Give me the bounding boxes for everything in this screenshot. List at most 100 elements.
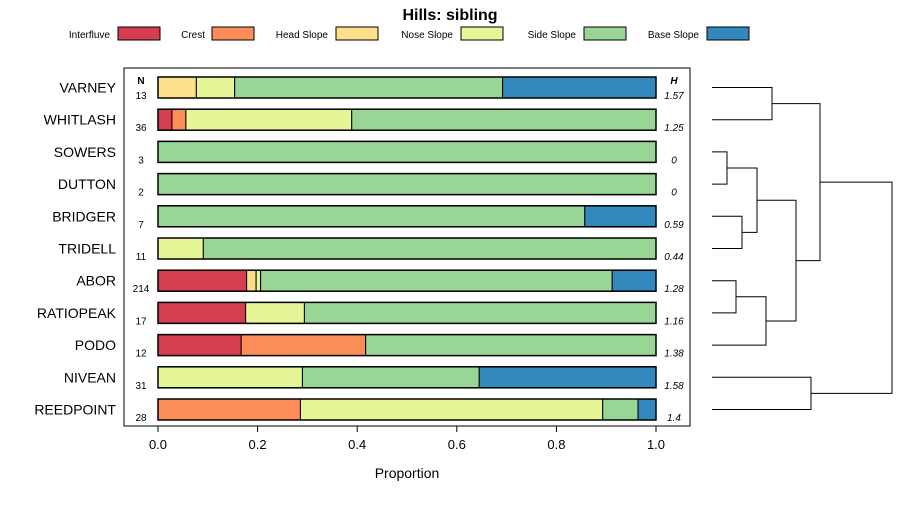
row-label: REEDPOINT [34, 402, 116, 418]
x-tick-label: 0.2 [249, 437, 267, 452]
bar-outline [157, 237, 657, 260]
bar-segment-side-slope [202, 237, 657, 260]
row-n-value: 214 [133, 284, 150, 295]
row-h-value: 1.16 [664, 316, 684, 327]
bar-outline [157, 205, 657, 228]
row-label: VARNEY [59, 80, 116, 96]
legend-label-2: Head Slope [276, 30, 329, 41]
row-label: NIVEAN [64, 369, 116, 385]
bar-segment-base-slope [478, 366, 657, 389]
n-column-header: N [137, 76, 144, 87]
row-n-value: 17 [135, 316, 147, 327]
bar-segment-crest [157, 398, 301, 421]
bar-segment-interfluve [157, 334, 242, 357]
dendrogram-branch [811, 181, 893, 394]
bar-segment-side-slope [260, 269, 613, 292]
legend-swatch-4 [583, 26, 627, 41]
bar-segment-base-slope [584, 205, 657, 228]
dendrogram-branch [712, 87, 773, 121]
legend-swatch-5 [706, 26, 750, 41]
bar-outline [157, 140, 657, 164]
dendrogram-branch [712, 376, 812, 410]
legend-label-0: Interfluve [69, 30, 111, 41]
bar-outline [157, 108, 657, 131]
row-n-value: 11 [136, 252, 147, 263]
bar-segment-nose-slope [157, 366, 303, 389]
row-label: BRIDGER [52, 208, 116, 224]
row-n-value: 2 [138, 188, 144, 199]
bar-segment-side-slope [157, 173, 657, 196]
legend-label-3: Nose Slope [401, 30, 453, 41]
legend-label-4: Side Slope [528, 30, 577, 41]
bar-segment-side-slope [303, 301, 657, 324]
legend-swatch-1 [211, 26, 255, 41]
row-label: DUTTON [58, 176, 116, 192]
bar-segment-base-slope [502, 76, 657, 99]
bar-segment-side-slope [602, 398, 639, 421]
bar-segment-nose-slope [245, 301, 305, 324]
bar-segment-crest [240, 334, 367, 357]
bar-outline [157, 172, 657, 196]
bar-segment-nose-slope [157, 237, 204, 260]
bar-segment-side-slope [157, 205, 586, 228]
bar-segment-side-slope [157, 140, 657, 163]
x-tick-label: 0.4 [348, 437, 366, 452]
bar-segment-nose-slope [299, 398, 604, 421]
row-h-value: 1.58 [664, 381, 684, 392]
row-n-value: 36 [135, 123, 147, 134]
row-n-value: 28 [135, 413, 147, 424]
dendrogram-branch [712, 215, 743, 249]
bar-segment-crest [171, 108, 187, 131]
bar-segment-side-slope [301, 366, 480, 389]
bar-outline [157, 366, 657, 389]
legend-swatch-3 [460, 26, 504, 41]
legend: Interfluve Crest Head Slope Nose Slope Side … [69, 26, 750, 41]
legend-label-5: Base Slope [648, 30, 700, 41]
row-h-value: 0 [671, 155, 677, 166]
legend-swatch-2 [335, 26, 379, 41]
row-label: PODO [75, 337, 116, 353]
bar-segment-base-slope [637, 398, 657, 421]
bar-outline [157, 333, 657, 357]
bar-outline [157, 398, 657, 421]
chart-title: Hills: sibling [402, 7, 497, 24]
row-label: WHITLASH [44, 112, 116, 128]
x-axis: 0.0 0.2 0.4 0.6 0.8 1.0 [149, 426, 665, 452]
bar-segment-head-slope [157, 76, 197, 99]
bar-segment-side-slope [351, 108, 657, 131]
bar-segment-nose-slope [195, 76, 236, 99]
x-tick-label: 1.0 [647, 437, 665, 452]
row-h-value: 0 [671, 188, 677, 199]
legend-swatch-0 [117, 26, 161, 41]
row-h-value: 1.28 [664, 284, 684, 295]
row-n-value: 12 [135, 349, 147, 360]
row-h-value: 1.57 [664, 91, 684, 102]
bar-rows: VARNEY 13 1.57 WHITLASH 36 1.25 SOWERS 3 0 DUTTON… [34, 76, 684, 424]
row-label: TRIDELL [58, 241, 116, 257]
legend-label-1: Crest [181, 30, 205, 41]
row-n-value: 31 [135, 381, 147, 392]
bar-outline [157, 301, 657, 325]
row-h-value: 0.44 [664, 252, 684, 263]
row-n-value: 7 [138, 220, 144, 231]
row-label: SOWERS [54, 144, 116, 160]
dendrogram-branch [757, 199, 797, 322]
row-h-value: 1.38 [664, 349, 684, 360]
bar-outline [157, 76, 657, 99]
row-n-value: 13 [135, 91, 147, 102]
row-label: RATIOPEAK [37, 305, 117, 321]
bar-segment-side-slope [365, 334, 657, 357]
dendrogram-branch [712, 296, 767, 346]
x-axis-label: Proportion [375, 465, 440, 481]
bar-segment-nose-slope [255, 269, 262, 292]
dendrogram [712, 87, 893, 410]
bar-segment-interfluve [157, 108, 173, 131]
bar-segment-interfluve [157, 269, 248, 292]
dendrogram-branch [712, 280, 737, 314]
x-tick-label: 0.8 [547, 437, 565, 452]
dendrogram-branch [712, 151, 728, 185]
plot-frame [123, 67, 691, 427]
x-tick-label: 0.0 [149, 437, 167, 452]
